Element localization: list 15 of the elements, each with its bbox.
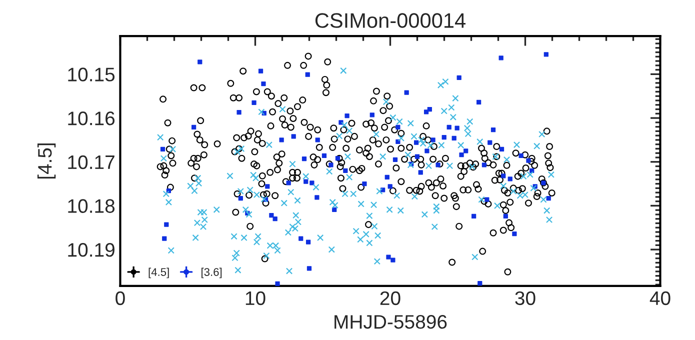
y-tick-label: 10.19 xyxy=(68,243,114,257)
x-axis-title: MHJD-55896 xyxy=(334,314,447,329)
y-axis-title: [4.5] xyxy=(37,143,56,179)
legend-label: [3.6] xyxy=(202,268,222,278)
y-tick-label: 10.16 xyxy=(68,111,115,126)
x-tick-label: 40 xyxy=(650,291,670,306)
y-tick-label: 10.18 xyxy=(68,199,115,213)
legend-label: [4.5] xyxy=(148,268,169,278)
chart-title: CSIMon-000014 xyxy=(315,13,466,28)
y-tick-label: 10.17 xyxy=(68,155,114,170)
x-tick-label: 20 xyxy=(380,291,400,306)
x-tick-label: 10 xyxy=(246,291,266,306)
x-tick-label: 0 xyxy=(116,291,125,306)
x-tick-label: 30 xyxy=(515,291,536,306)
y-tick-label: 10.15 xyxy=(68,68,115,82)
